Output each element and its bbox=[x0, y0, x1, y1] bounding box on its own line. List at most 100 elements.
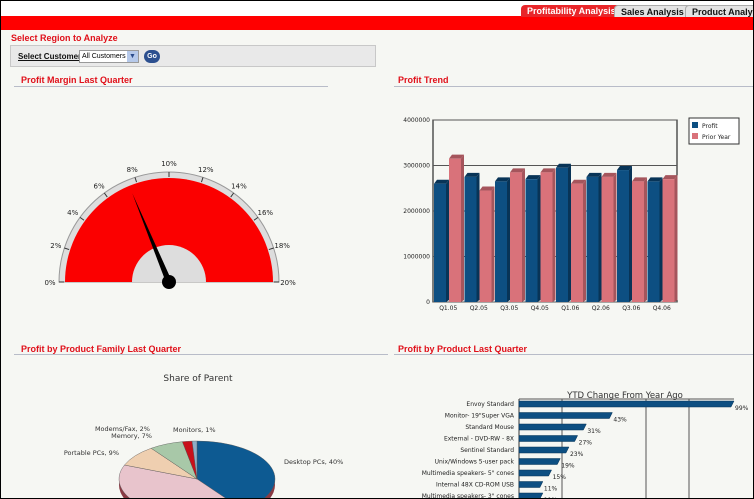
ytd-bar bbox=[518, 481, 544, 488]
x-tick-label: Q2.05 bbox=[470, 305, 488, 312]
x-tick-label: Q1.05 bbox=[439, 305, 457, 312]
legend-label: Prior Year bbox=[702, 134, 731, 141]
ytd-bar bbox=[518, 469, 552, 477]
bar-top bbox=[525, 175, 541, 180]
gauge-tick bbox=[134, 177, 138, 183]
bar-side bbox=[583, 179, 586, 302]
ytd-category-label: External - DVD-RW - 8X bbox=[444, 436, 514, 443]
ytd-bar bbox=[518, 446, 570, 454]
bar-profit bbox=[434, 183, 446, 302]
gauge-band bbox=[65, 178, 273, 282]
bar-prior-year bbox=[662, 179, 675, 302]
gauge-tick bbox=[64, 247, 70, 251]
gauge-tick-label: 16% bbox=[257, 209, 273, 217]
pie-slice bbox=[150, 441, 198, 480]
legend bbox=[688, 117, 740, 145]
ytd-bar bbox=[518, 435, 579, 442]
pie-slice bbox=[182, 440, 198, 480]
bar-side bbox=[537, 175, 541, 302]
gauge-tick bbox=[253, 216, 259, 221]
tab-sales-analysis[interactable]: Sales Analysis bbox=[614, 5, 691, 17]
pie-label: Portable PCs, 9% bbox=[64, 449, 119, 457]
gauge-rim bbox=[58, 171, 280, 283]
gauge-tick bbox=[79, 216, 85, 221]
bar-profit bbox=[647, 181, 660, 302]
ytd-data-label: 23% bbox=[570, 451, 584, 458]
customer-select[interactable]: All Customers ▼ bbox=[79, 50, 139, 63]
customer-label: Select Customer bbox=[18, 52, 82, 61]
ytd-bar bbox=[518, 458, 561, 465]
pie-slice bbox=[191, 440, 198, 480]
bar-prior-year bbox=[510, 172, 522, 302]
bar-prior-year bbox=[632, 181, 644, 302]
pie-label: Modems/Fax, 2% bbox=[95, 425, 150, 433]
gauge-tick-label: 2% bbox=[50, 242, 61, 250]
ytd-category-label: Sentinel Standard bbox=[460, 447, 514, 454]
bar-profit bbox=[525, 179, 538, 302]
bar-side bbox=[613, 172, 617, 302]
bar-side bbox=[522, 168, 525, 302]
ytd-category-label: Multimedia speakers- 3" cones bbox=[422, 493, 514, 499]
bar-profit bbox=[556, 167, 568, 302]
chevron-down-icon: ▼ bbox=[127, 51, 138, 62]
region-title: Select Region to Analyze bbox=[11, 33, 118, 43]
pie-label: Desktop PCs, 40% bbox=[284, 458, 343, 466]
divider bbox=[14, 86, 328, 87]
gauge-tick-label: 14% bbox=[231, 183, 247, 191]
section-title-family: Profit by Product Family Last Quarter bbox=[21, 344, 182, 354]
bar-side bbox=[461, 154, 464, 302]
bar-side bbox=[552, 168, 556, 302]
gauge-hub bbox=[132, 245, 206, 282]
gauge-tick bbox=[200, 177, 204, 183]
section-title-product: Profit by Product Last Quarter bbox=[398, 344, 528, 354]
ytd-category-label: Internal 48X CD-ROM USB bbox=[436, 482, 514, 489]
divider bbox=[394, 354, 753, 355]
ytd-category-label: Unix/Windows 5-user pack bbox=[435, 459, 515, 466]
bar-top bbox=[556, 163, 571, 168]
gauge-tick-label: 4% bbox=[67, 209, 78, 217]
gauge-tick-label: 12% bbox=[198, 166, 214, 174]
go-button[interactable]: Go bbox=[144, 50, 160, 63]
ytd-category-label: Monitor- 19"Super VGA bbox=[445, 413, 515, 420]
ytd-bar bbox=[518, 412, 613, 419]
ytd-data-label: 43% bbox=[613, 417, 627, 424]
customer-filter-panel: Select Customer All Customers ▼ Go bbox=[10, 45, 376, 67]
gauge-needle bbox=[132, 193, 172, 284]
ytd-bar bbox=[518, 423, 587, 431]
x-tick-label: Q4.06 bbox=[653, 305, 671, 312]
bar-top bbox=[662, 175, 678, 180]
bar-side bbox=[491, 186, 495, 302]
gauge-tick-label: 8% bbox=[127, 166, 138, 174]
bar-side bbox=[674, 175, 678, 302]
legend-label: Profit bbox=[702, 123, 718, 130]
ytd-data-label: 11% bbox=[544, 486, 558, 493]
section-title-trend: Profit Trend bbox=[398, 75, 449, 85]
gauge-tick-label: 0% bbox=[44, 279, 55, 287]
ytd-category-label: Envoy Standard bbox=[466, 401, 514, 408]
ytd-bar bbox=[518, 400, 735, 408]
pie-label: Memory, 7% bbox=[111, 432, 152, 440]
pie-slice bbox=[124, 448, 198, 480]
gauge-tick bbox=[268, 247, 274, 251]
bar-top bbox=[464, 172, 480, 177]
bar-side bbox=[568, 163, 571, 302]
gauge-tick bbox=[103, 192, 108, 198]
bar-top bbox=[632, 177, 647, 182]
bar-prior-year bbox=[479, 190, 492, 302]
divider bbox=[394, 86, 753, 87]
bar-profit bbox=[495, 181, 507, 302]
bar-top bbox=[479, 186, 495, 191]
bar-profit bbox=[586, 176, 599, 302]
legend-swatch bbox=[692, 133, 698, 139]
tab-product-analysis[interactable]: Product Analysis bbox=[685, 5, 753, 17]
ytd-data-label: 19% bbox=[561, 463, 575, 470]
pie-label: Monitors, 1% bbox=[173, 426, 216, 434]
tab-profitability-analysis[interactable]: Profitability Analysis bbox=[521, 5, 622, 17]
plot-area bbox=[432, 119, 678, 303]
ytd-category-label: Standard Mouse bbox=[465, 424, 514, 431]
pie-depth bbox=[119, 447, 275, 498]
bar-prior-year bbox=[571, 183, 583, 302]
ytd-data-label: 99% bbox=[735, 405, 749, 412]
x-tick-label: Q2.06 bbox=[592, 305, 610, 312]
x-tick-label: Q3.06 bbox=[622, 305, 640, 312]
